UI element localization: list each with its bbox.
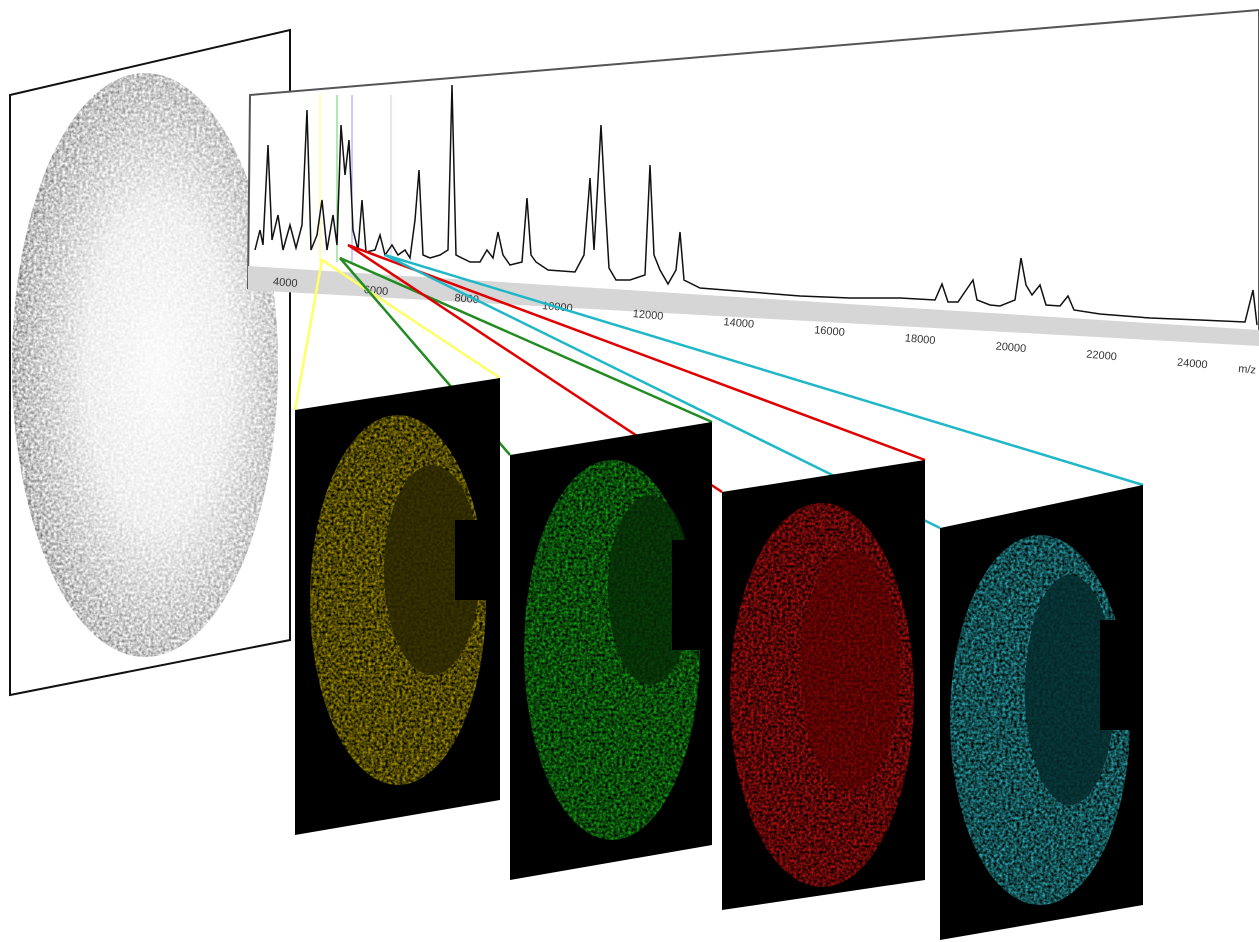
tissue-image xyxy=(12,73,278,657)
tick-label: 16000 xyxy=(814,324,846,339)
page: 4000600080001000012000140001600018000200… xyxy=(0,0,1259,942)
ion-image-green xyxy=(510,422,712,880)
tick-label: 14000 xyxy=(723,316,755,331)
tick-label: 24000 xyxy=(1176,357,1208,372)
figure: 4000600080001000012000140001600018000200… xyxy=(0,0,1259,942)
tick-label: 20000 xyxy=(995,341,1027,356)
ion-image-red xyxy=(722,460,925,910)
axis-label: m/z xyxy=(1238,363,1257,377)
ion-image-yellow xyxy=(295,378,500,835)
tick-label: 4000 xyxy=(273,276,298,290)
ion-image-cyan xyxy=(940,485,1143,940)
tick-label: 18000 xyxy=(904,332,936,347)
tick-label: 12000 xyxy=(632,308,664,323)
tick-label: 22000 xyxy=(1086,349,1118,364)
